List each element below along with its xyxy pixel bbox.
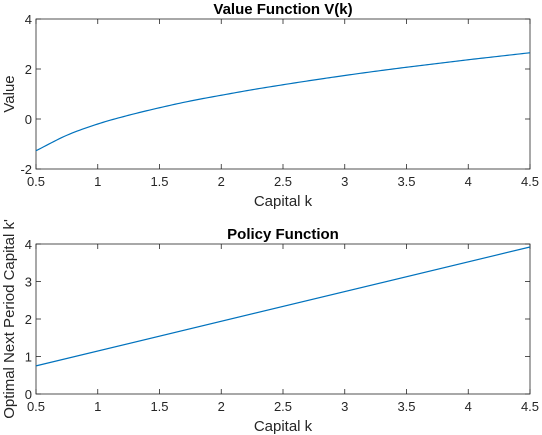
x-tick-label: 0.5 (27, 174, 45, 189)
x-tick-label: 4.5 (521, 399, 539, 414)
x-tick-label: 4 (465, 399, 472, 414)
x-tick-label: 0.5 (27, 399, 45, 414)
series-line (35, 246, 531, 367)
x-tick-label: 1 (94, 174, 101, 189)
plot-area (35, 18, 531, 170)
x-tick-label: 3 (341, 399, 348, 414)
y-tick-label: 4 (25, 237, 32, 252)
x-tick-label: 2 (218, 399, 225, 414)
x-tick-label: 2.5 (274, 174, 292, 189)
y-tick-label: 0 (25, 387, 32, 402)
plot-area (35, 243, 531, 395)
value-function-chart: 0.5 1 1.5 2 2.5 3 3.5 4 4.5 -2 0 2 4 Value Function V… (1, 1, 539, 210)
x-tick-label: 2 (218, 174, 225, 189)
x-tick-label: 3.5 (397, 399, 415, 414)
chart-title: Value Function V(k) (213, 1, 352, 18)
series-line (35, 52, 531, 152)
x-tick-label: 4 (465, 174, 472, 189)
x-tick-label: 1.5 (150, 399, 168, 414)
y-tick-label: 3 (25, 275, 32, 290)
y-axis-label: Optimal Next Period Capital k' (1, 219, 18, 419)
x-axis-label: Capital k (254, 193, 313, 210)
y-tick-label: -2 (20, 162, 32, 177)
y-tick-label: 2 (25, 312, 32, 327)
y-tick-label: 0 (25, 112, 32, 127)
y-tick-label: 4 (25, 12, 32, 27)
x-tick-label: 2.5 (274, 399, 292, 414)
y-tick-label: 1 (25, 350, 32, 365)
x-tick-label: 3.5 (397, 174, 415, 189)
x-tick-label: 4.5 (521, 174, 539, 189)
policy-function-chart: 0.5 1 1.5 2 2.5 3 3.5 4 4.5 0 1 2 3 4 Policy Function C… (1, 219, 539, 435)
x-tick-label: 1.5 (150, 174, 168, 189)
x-axis-label: Capital k (254, 418, 313, 435)
x-tick-label: 3 (341, 174, 348, 189)
y-axis-label: Value (1, 75, 18, 112)
y-tick-label: 2 (25, 62, 32, 77)
chart-title: Policy Function (227, 226, 339, 243)
x-tick-label: 1 (94, 399, 101, 414)
